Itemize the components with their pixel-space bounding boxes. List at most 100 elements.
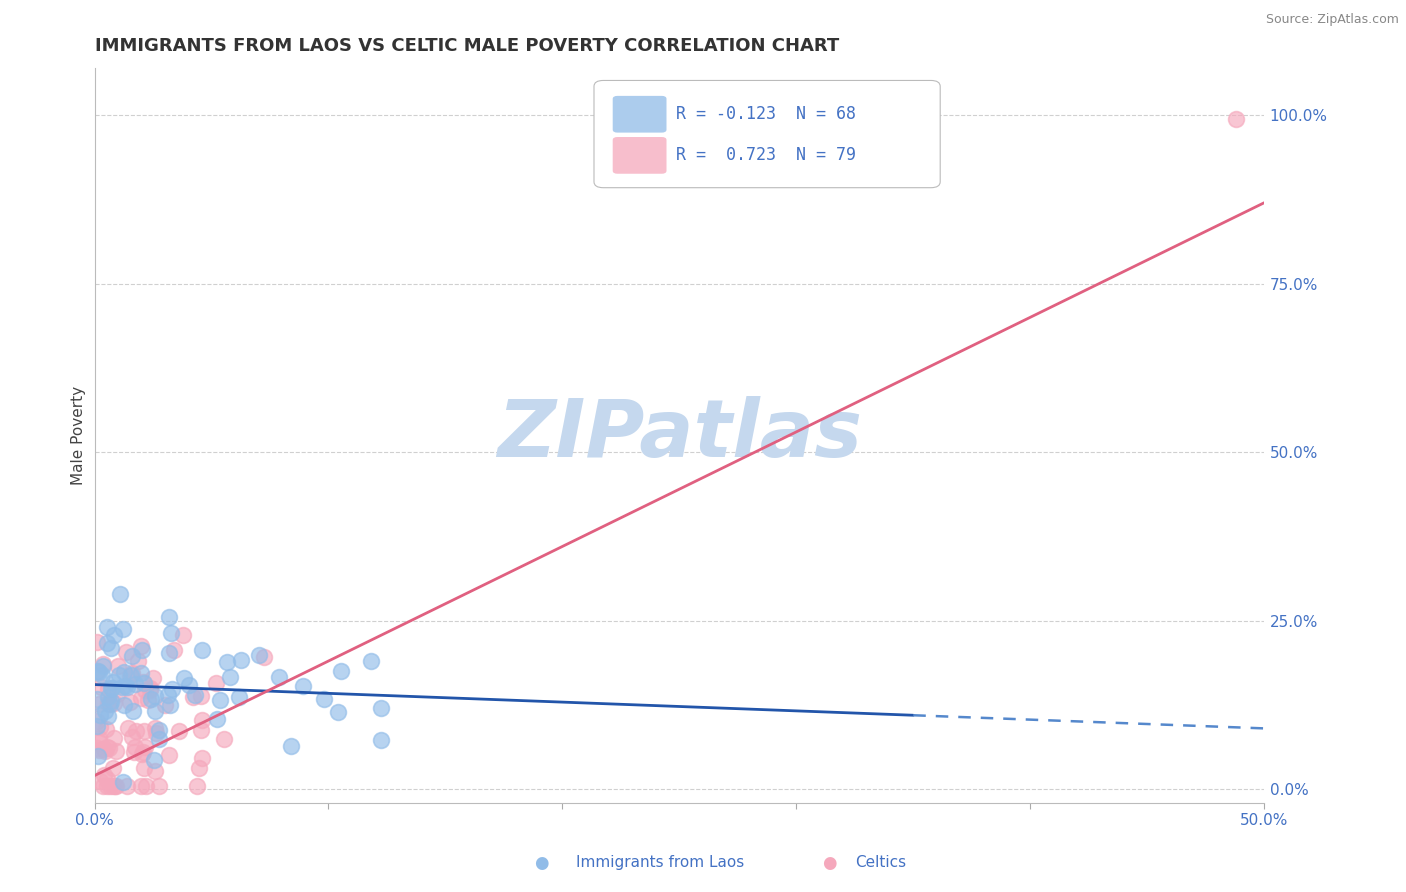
- Text: IMMIGRANTS FROM LAOS VS CELTIC MALE POVERTY CORRELATION CHART: IMMIGRANTS FROM LAOS VS CELTIC MALE POVE…: [94, 37, 839, 55]
- Point: [89, 735, 111, 749]
- Point: [212, 732, 235, 747]
- Point: [121, 666, 143, 681]
- Point: [142, 754, 165, 768]
- Point: [138, 681, 160, 695]
- Point: [103, 731, 125, 746]
- Point: [96, 722, 118, 736]
- Point: [112, 665, 135, 680]
- Point: [90, 680, 112, 694]
- Point: [91, 659, 114, 673]
- Text: Immigrants from Laos: Immigrants from Laos: [576, 855, 745, 870]
- FancyBboxPatch shape: [613, 137, 666, 174]
- Point: [100, 640, 122, 655]
- Point: [138, 683, 160, 698]
- Point: [145, 704, 167, 718]
- Point: [131, 745, 153, 759]
- Point: [105, 779, 128, 793]
- Point: [148, 723, 170, 738]
- Point: [89, 731, 111, 746]
- Point: [101, 779, 124, 793]
- Point: [114, 679, 136, 693]
- Point: [97, 682, 120, 697]
- Point: [107, 687, 129, 701]
- Text: R =  0.723  N = 79: R = 0.723 N = 79: [676, 146, 856, 164]
- Point: [131, 643, 153, 657]
- Point: [124, 677, 146, 691]
- Point: [129, 639, 152, 653]
- Point: [143, 722, 166, 736]
- Point: [157, 689, 180, 703]
- Point: [132, 675, 155, 690]
- Point: [187, 761, 209, 775]
- Text: ●: ●: [823, 854, 837, 871]
- Point: [96, 779, 118, 793]
- Point: [229, 653, 252, 667]
- Point: [142, 671, 165, 685]
- Point: [100, 694, 122, 708]
- Point: [110, 680, 132, 694]
- Text: Source: ZipAtlas.com: Source: ZipAtlas.com: [1265, 13, 1399, 27]
- Point: [89, 707, 111, 722]
- Point: [108, 667, 131, 681]
- Point: [157, 610, 180, 624]
- Point: [97, 709, 120, 723]
- Point: [87, 748, 110, 763]
- Point: [330, 664, 353, 678]
- Point: [190, 723, 212, 737]
- Y-axis label: Male Poverty: Male Poverty: [72, 385, 86, 485]
- Point: [112, 698, 135, 713]
- Point: [87, 665, 110, 679]
- Point: [121, 730, 143, 744]
- Point: [104, 779, 127, 793]
- FancyBboxPatch shape: [613, 95, 666, 133]
- Point: [134, 740, 156, 755]
- Point: [87, 697, 110, 711]
- Point: [228, 690, 250, 705]
- Point: [93, 768, 115, 782]
- Point: [120, 695, 142, 709]
- Point: [160, 681, 183, 696]
- Point: [107, 659, 129, 673]
- Point: [145, 726, 167, 740]
- Point: [93, 741, 115, 756]
- Point: [204, 676, 226, 690]
- Point: [132, 761, 155, 775]
- Point: [186, 779, 208, 793]
- Point: [131, 747, 153, 762]
- Point: [131, 691, 153, 706]
- Point: [190, 713, 212, 727]
- Text: ZIPatlas: ZIPatlas: [496, 396, 862, 475]
- Point: [89, 665, 111, 680]
- Point: [86, 664, 108, 678]
- Point: [96, 696, 118, 710]
- Point: [143, 764, 166, 778]
- Point: [98, 698, 121, 712]
- Point: [209, 693, 232, 707]
- Point: [122, 704, 145, 718]
- Point: [120, 667, 142, 681]
- Point: [163, 642, 186, 657]
- Point: [157, 747, 180, 762]
- Point: [160, 625, 183, 640]
- Point: [96, 620, 118, 634]
- Point: [111, 775, 134, 789]
- Point: [89, 720, 111, 734]
- Point: [96, 772, 118, 786]
- Point: [122, 745, 145, 759]
- Point: [252, 650, 274, 665]
- Text: R = -0.123  N = 68: R = -0.123 N = 68: [676, 105, 856, 123]
- Point: [86, 719, 108, 733]
- Point: [91, 779, 114, 793]
- Point: [326, 706, 349, 720]
- Point: [167, 724, 190, 739]
- Point: [96, 636, 118, 650]
- Point: [121, 648, 143, 663]
- Point: [115, 645, 138, 659]
- Point: [111, 622, 134, 636]
- Point: [218, 670, 240, 684]
- Point: [181, 690, 204, 704]
- Point: [292, 679, 315, 693]
- Point: [370, 701, 392, 715]
- Point: [155, 698, 177, 712]
- Point: [110, 587, 132, 601]
